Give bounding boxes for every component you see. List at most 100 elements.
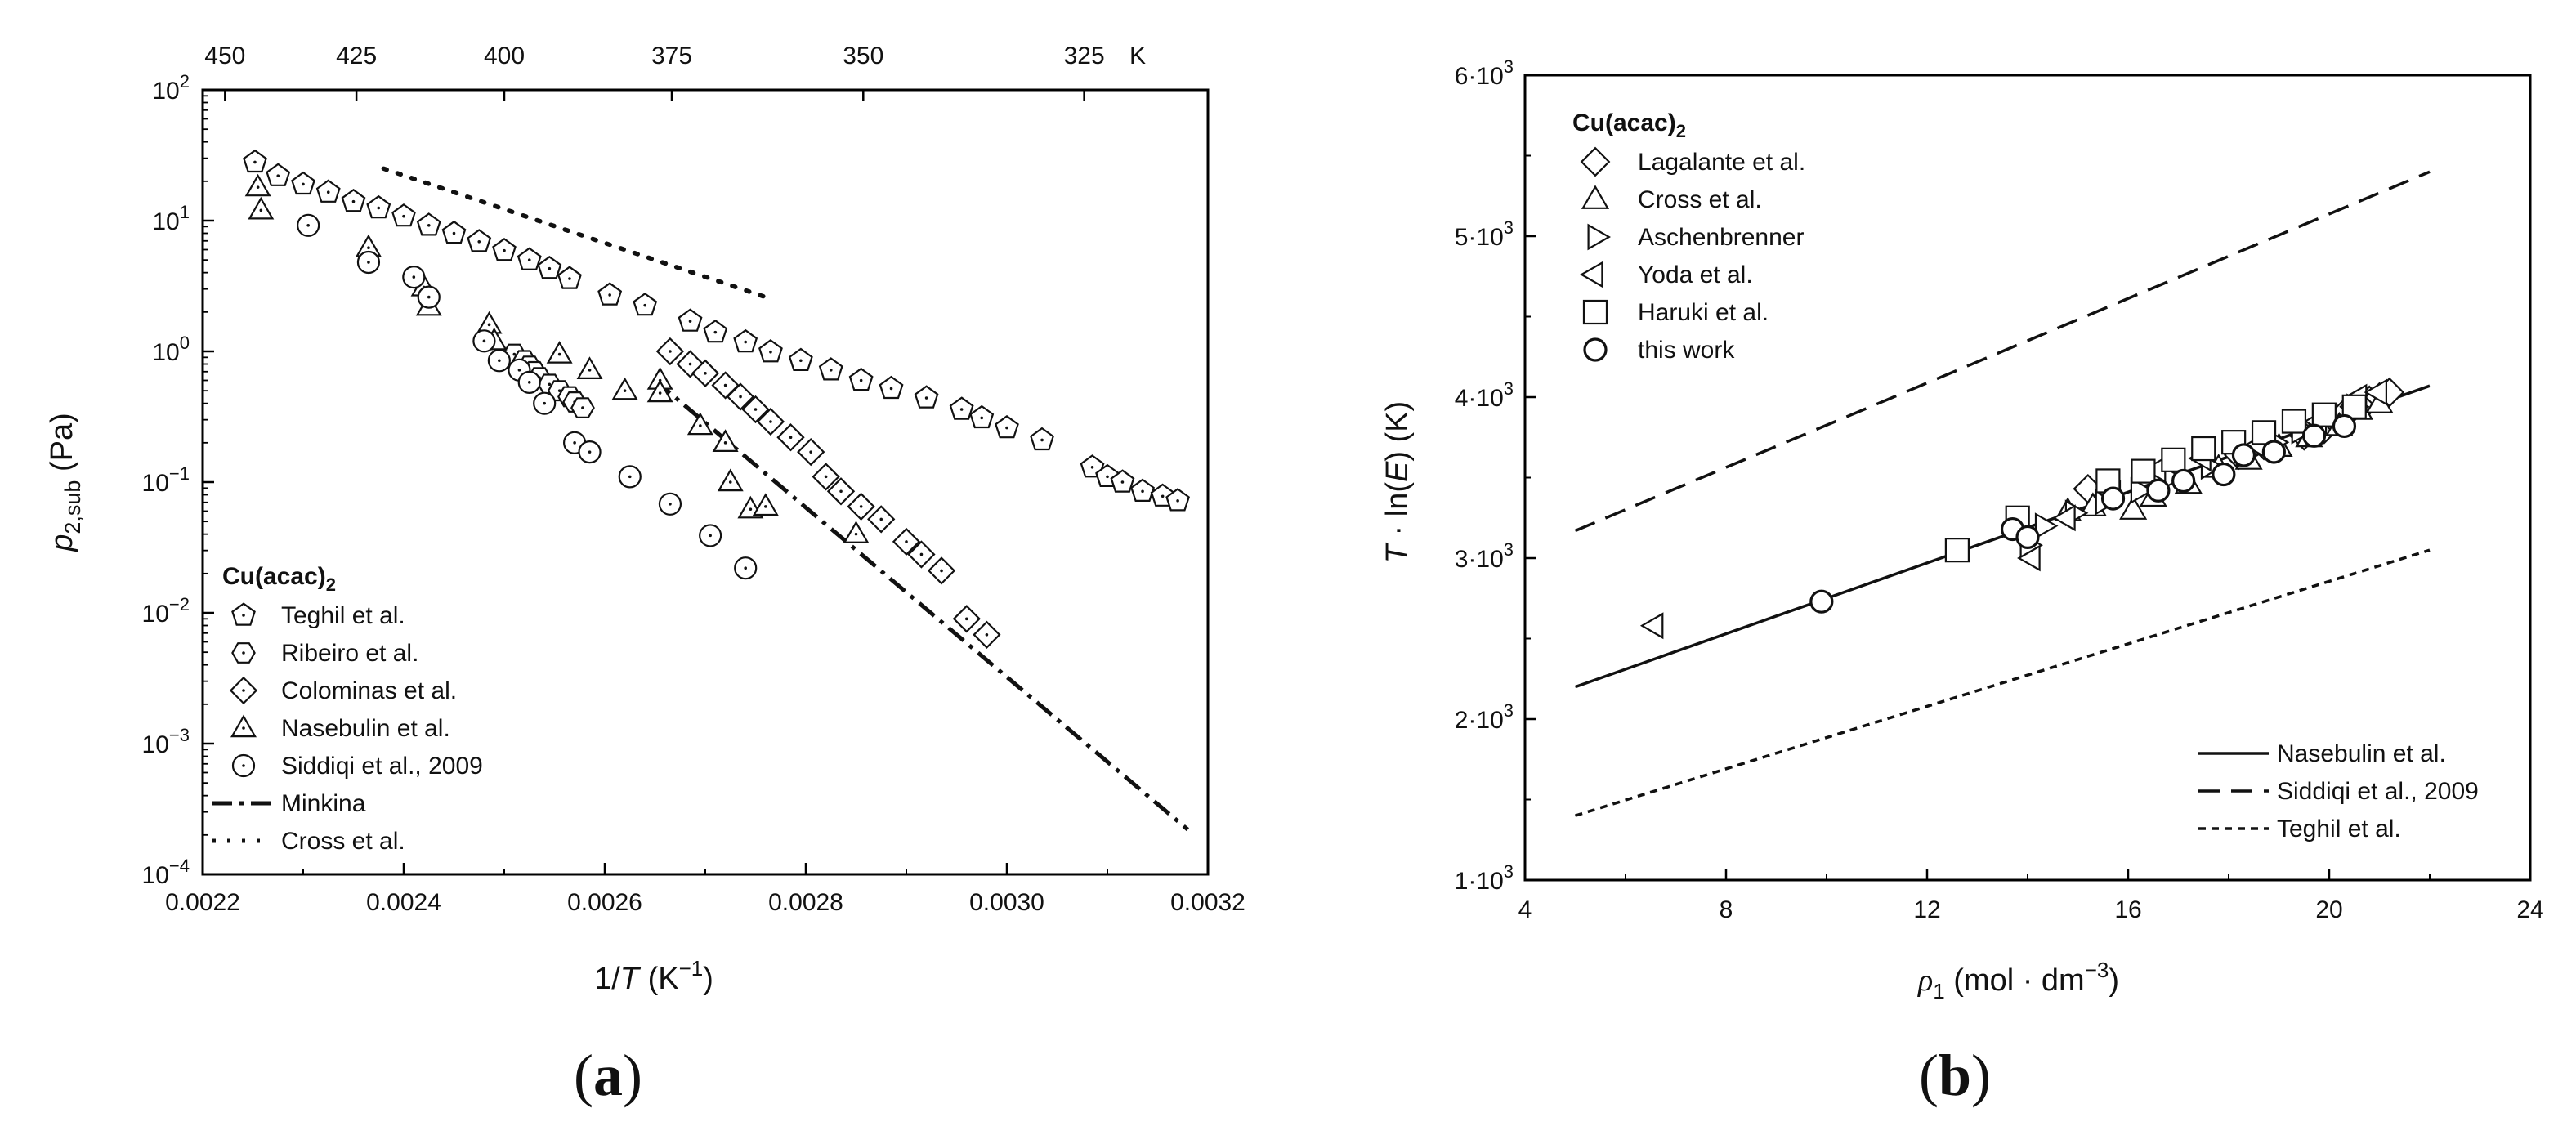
a-x-tick-label: 0.0022: [165, 889, 240, 916]
a-point-teghil-et-al-dot: [302, 182, 305, 186]
a-point-teghil-et-al-dot: [799, 359, 803, 363]
b-legend-marker-aschenbrenner: [1587, 223, 1612, 251]
a-point-nasebulin-et-al: [646, 379, 673, 403]
b-point-this-work: [1809, 589, 1834, 614]
panel-a-x-axis-label: 1/T (K−1): [594, 956, 713, 996]
a-point-nasebulin-et-al-dot: [699, 424, 702, 427]
a-x-tick-label: 0.0024: [366, 889, 441, 916]
a-point-siddiqi-et-al-2009-dot: [412, 275, 416, 279]
a-y-tick-label: 10−3: [142, 725, 190, 758]
panel-a-caption: (a): [574, 1043, 642, 1108]
b-point-this-work: [2212, 462, 2236, 487]
b-point-aschenbrenner: [2034, 512, 2059, 539]
panel-b: 4 8 12 16 20 24 1·103 2·103 3·103 4·103 5·103 6·10…: [1380, 56, 2544, 1108]
a-point-nasebulin-et-al-dot: [588, 369, 592, 372]
b-legend-label-cross-et-al: Cross et al.: [1638, 186, 1762, 213]
b-point-cross-et-al: [2119, 495, 2148, 520]
a-legend-label-ribeiro-et-al: Ribeiro et al.: [281, 640, 418, 667]
b-y-tick-label: 1·103: [1455, 861, 1514, 895]
b-legend-marker-this-work: [1583, 337, 1608, 362]
panel-a-top-unit: K: [1129, 42, 1146, 69]
a-point-siddiqi-et-al-2009-dot: [628, 475, 632, 479]
b-point-haruki-et-al: [2131, 458, 2156, 484]
a-point-teghil-et-al-dot: [377, 206, 381, 210]
panel-b-line-legend: Nasebulin et al. Siddiqi et al., 2009 Tegh…: [2198, 740, 2479, 842]
a-top-tick-label: 325: [1064, 42, 1105, 69]
b-legend-label-this-work: this work: [1638, 337, 1735, 364]
panel-b-x-ticks: 4 8 12 16 20 24: [1518, 869, 2544, 923]
panel-b-legend: Cu(acac)2 Lagalante et al. Cross et al. Asc…: [1572, 109, 1805, 364]
a-point-teghil-et-al-dot: [503, 248, 506, 252]
b-legend-label-teghil-et-al: Teghil et al.: [2277, 816, 2401, 842]
b-y-tick-label: 3·103: [1455, 539, 1514, 573]
a-point-colominas-et-al-dot: [809, 450, 812, 454]
b-x-tick-label: 12: [1913, 896, 1940, 923]
a-point-colominas-et-al-dot: [839, 489, 843, 494]
b-point-haruki-et-al: [2281, 409, 2307, 434]
a-point-colominas-et-al-dot: [739, 395, 742, 399]
b-legend-title: Cu(acac)2: [1572, 109, 1686, 141]
a-point-nasebulin-et-al: [248, 196, 275, 220]
a-point-siddiqi-et-al-2009-dot: [427, 295, 431, 299]
b-line-siddiqi-et-al-2009: [1574, 170, 2431, 533]
a-top-tick-label: 425: [336, 42, 377, 69]
panel-a-y-axis-label: p2,sub (Pa): [45, 413, 85, 552]
a-point-nasebulin-et-al: [546, 341, 573, 364]
a-point-colominas-et-al-dot: [754, 408, 758, 411]
panel-a-y-ticks: 10−4 10−3 10−2 10−1 100 101 102: [142, 71, 214, 889]
a-point-colominas-et-al-dot: [769, 420, 772, 423]
a-legend-label-cross-et-al: Cross et al.: [281, 828, 405, 855]
panel-a-legend: Cu(acac)2 Teghil et al. Ribeiro et al. Colo…: [212, 563, 483, 855]
b-point-this-work: [2261, 440, 2286, 464]
panel-a-top-ticks: 450 425 400 375 350 325: [204, 42, 1105, 101]
a-point-siddiqi-et-al-2009-dot: [527, 381, 531, 384]
panel-b-y-ticks: 1·103 2·103 3·103 4·103 5·103 6·103: [1455, 56, 1536, 895]
a-point-siddiqi-et-al-2009-dot: [517, 369, 521, 372]
a-point-teghil-et-al-dot: [1141, 489, 1144, 494]
b-point-yoda-et-al: [2364, 378, 2387, 406]
a-point-nasebulin-et-al-dot: [623, 389, 627, 392]
a-point-nasebulin-et-al-dot: [749, 507, 753, 512]
a-point-colominas-et-al-dot: [723, 383, 727, 387]
a-point-teghil-et-al-dot: [568, 277, 571, 280]
b-point-this-work: [2100, 486, 2126, 511]
b-point-yoda-et-al: [2052, 504, 2076, 532]
a-point-teghil-et-al-dot: [1090, 465, 1094, 469]
b-legend-label-aschenbrenner: Aschenbrenner: [1638, 224, 1804, 251]
a-point-teghil-et-al-dot: [452, 231, 456, 235]
b-point-this-work: [2332, 413, 2357, 439]
a-point-teghil-et-al-dot: [1005, 426, 1008, 430]
a-point-siddiqi-et-al-2009-dot: [482, 339, 486, 343]
a-point-ribeiro-et-al-dot: [512, 352, 517, 356]
a-point-nasebulin-et-al-dot: [658, 391, 662, 395]
a-point-teghil-et-al-dot: [326, 190, 330, 194]
a-legend-marker-colominas-et-al-dot: [242, 689, 245, 692]
a-point-teghil-et-al-dot: [427, 223, 431, 227]
panel-b-caption: (b): [1919, 1043, 1991, 1108]
b-point-haruki-et-al: [2161, 447, 2186, 472]
a-point-ribeiro-et-al-dot: [557, 389, 561, 392]
a-point-colominas-et-al-dot: [859, 505, 863, 508]
a-point-siddiqi-et-al-2009-dot: [709, 534, 712, 538]
a-point-colominas-et-al-dot: [688, 362, 692, 366]
b-point-yoda-et-al: [1639, 612, 1664, 640]
panel-b-lines: [1574, 170, 2431, 817]
b-legend-label-nasebulin-et-al: Nasebulin et al.: [2277, 740, 2446, 767]
a-legend-marker-ribeiro-et-al-dot: [242, 651, 245, 655]
a-point-siddiqi-et-al-2009-dot: [306, 223, 310, 227]
a-top-tick-label: 350: [843, 42, 883, 69]
panel-b-y-axis-label: T · ln(E) (K): [1380, 401, 1415, 563]
a-point-siddiqi-et-al-2009-dot: [573, 441, 576, 445]
a-legend-marker-siddiqi-et-al-2009-dot: [242, 764, 245, 767]
b-y-tick-label: 2·103: [1455, 700, 1514, 734]
panel-a-lines: [381, 166, 1190, 832]
a-x-tick-label: 0.0026: [567, 889, 642, 916]
a-point-nasebulin-et-al: [712, 429, 739, 453]
b-point-haruki-et-al: [2251, 420, 2277, 445]
a-point-colominas-et-al-dot: [789, 436, 793, 440]
b-legend-label-lagalante-et-al: Lagalante et al.: [1638, 149, 1805, 176]
b-point-haruki-et-al: [2341, 394, 2367, 419]
a-point-nasebulin-et-al-dot: [487, 323, 491, 327]
a-point-colominas-et-al-dot: [905, 540, 908, 543]
a-legend-marker-nasebulin-et-al: [230, 714, 257, 738]
